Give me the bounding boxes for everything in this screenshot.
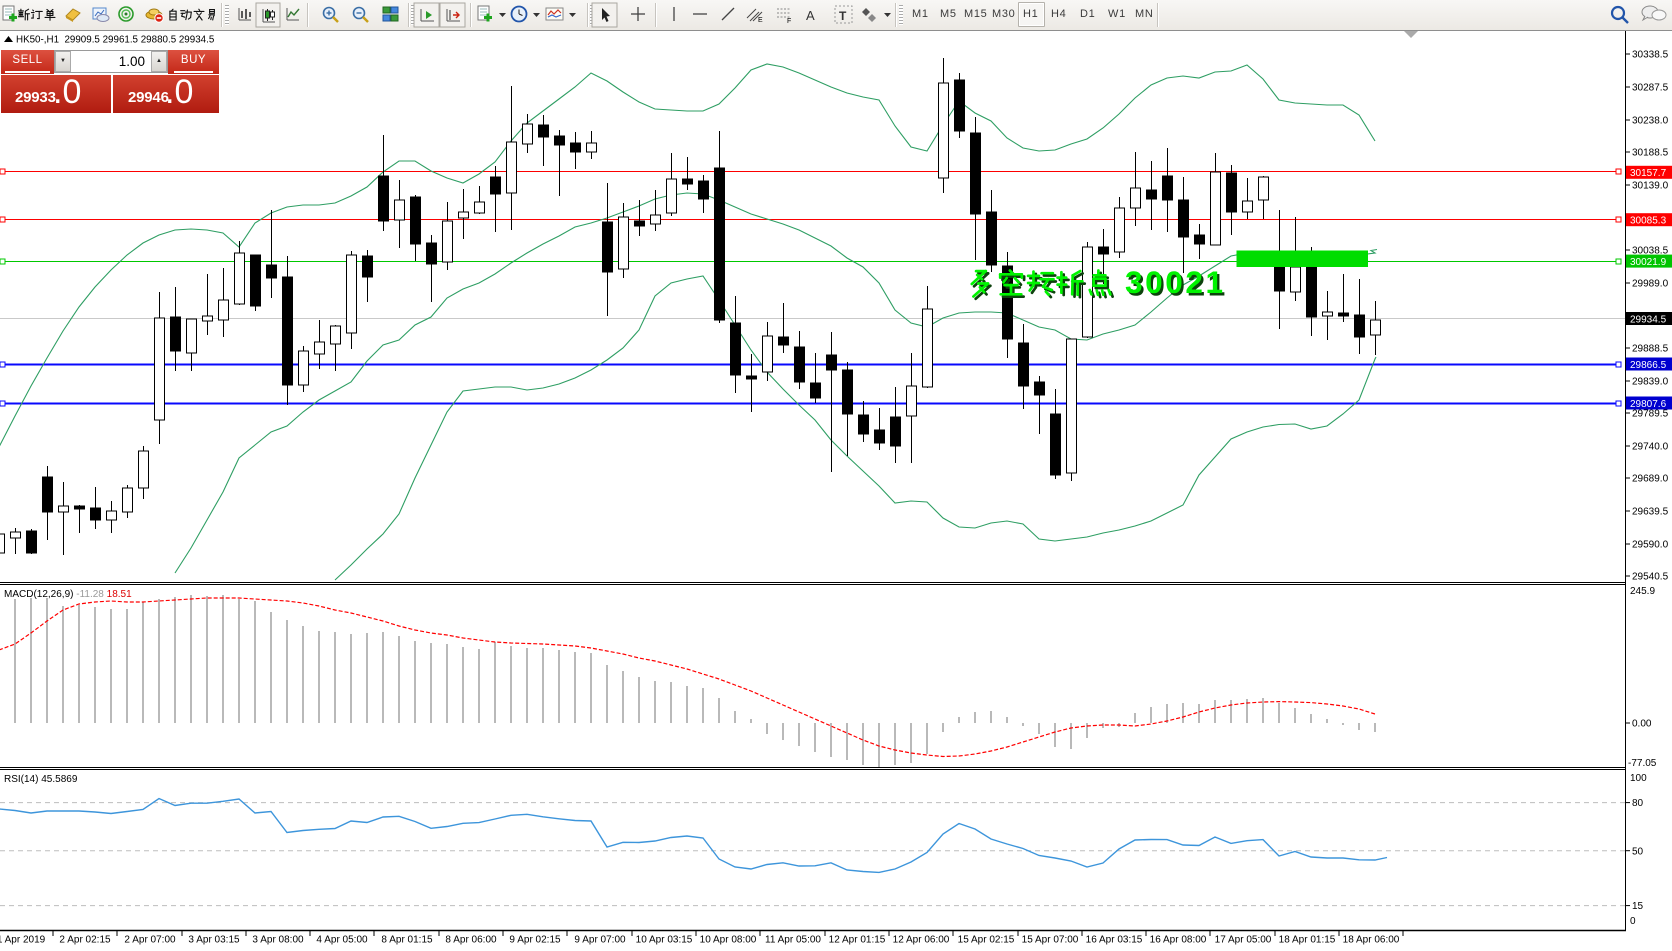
- svg-text:16 Apr 08:00: 16 Apr 08:00: [1150, 935, 1207, 946]
- svg-text:18 Apr 01:15: 18 Apr 01:15: [1279, 935, 1336, 946]
- svg-text:12 Apr 06:00: 12 Apr 06:00: [893, 935, 950, 946]
- svg-text:T: T: [839, 9, 847, 23]
- svg-text:12 Apr 01:15: 12 Apr 01:15: [829, 935, 886, 946]
- svg-text:30188.5: 30188.5: [1632, 148, 1669, 159]
- svg-text:F: F: [787, 18, 791, 25]
- svg-text:29590.0: 29590.0: [1632, 540, 1669, 551]
- svg-text:10 Apr 08:00: 10 Apr 08:00: [700, 935, 757, 946]
- svg-text:2 Apr 02:15: 2 Apr 02:15: [59, 935, 111, 946]
- svg-text:30238.0: 30238.0: [1632, 116, 1669, 127]
- svg-text:29807.6: 29807.6: [1630, 399, 1667, 410]
- svg-text:50: 50: [1632, 846, 1644, 857]
- svg-text:30021: 30021: [1125, 264, 1226, 300]
- svg-text:4 Apr 05:00: 4 Apr 05:00: [316, 935, 368, 946]
- svg-text:15 Apr 02:15: 15 Apr 02:15: [958, 935, 1015, 946]
- svg-text:15 Apr 07:00: 15 Apr 07:00: [1022, 935, 1079, 946]
- svg-text:30338.5: 30338.5: [1632, 50, 1669, 61]
- svg-text:30021: 30021: [1127, 266, 1228, 302]
- svg-text:29839.0: 29839.0: [1632, 377, 1669, 388]
- svg-text:A: A: [806, 8, 815, 23]
- svg-text:2 Apr 07:00: 2 Apr 07:00: [124, 935, 176, 946]
- svg-text:29689.0: 29689.0: [1632, 474, 1669, 485]
- svg-text:11 Apr 05:00: 11 Apr 05:00: [765, 935, 821, 946]
- svg-text:1 Apr 2019: 1 Apr 2019: [0, 935, 46, 946]
- svg-text:8 Apr 01:15: 8 Apr 01:15: [381, 935, 433, 946]
- svg-text:9 Apr 02:15: 9 Apr 02:15: [509, 935, 561, 946]
- svg-text:29934.5: 29934.5: [1630, 314, 1667, 325]
- svg-text:30021.9: 30021.9: [1630, 257, 1667, 268]
- svg-text:10 Apr 03:15: 10 Apr 03:15: [636, 935, 693, 946]
- svg-text:0: 0: [1630, 916, 1636, 927]
- svg-text:30287.5: 30287.5: [1632, 83, 1669, 94]
- svg-text:245.9: 245.9: [1630, 586, 1655, 597]
- svg-text:29789.5: 29789.5: [1632, 409, 1669, 420]
- svg-text:100: 100: [1630, 773, 1647, 784]
- svg-text:29740.0: 29740.0: [1632, 442, 1669, 453]
- svg-text:RSI(14) 45.5869: RSI(14) 45.5869: [4, 774, 78, 785]
- svg-text:29540.5: 29540.5: [1632, 572, 1669, 583]
- svg-text:29639.5: 29639.5: [1632, 507, 1669, 518]
- svg-text:17 Apr 05:00: 17 Apr 05:00: [1215, 935, 1272, 946]
- svg-text:HK50-,H1 29909.5 29961.5 2988: HK50-,H1 29909.5 29961.5 29880.5 29934.5: [16, 35, 215, 46]
- svg-text:-77.05: -77.05: [1628, 758, 1657, 769]
- svg-text:E: E: [758, 17, 763, 24]
- svg-text:29989.0: 29989.0: [1632, 279, 1669, 290]
- svg-text:29866.5: 29866.5: [1630, 360, 1667, 371]
- svg-text:30085.3: 30085.3: [1630, 216, 1667, 227]
- svg-text:30139.0: 30139.0: [1632, 181, 1669, 192]
- svg-text:0.00: 0.00: [1632, 719, 1652, 730]
- svg-text:3 Apr 08:00: 3 Apr 08:00: [252, 935, 304, 946]
- svg-text:30157.7: 30157.7: [1630, 168, 1667, 179]
- svg-text:MACD(12,26,9) -11.28 18.51: MACD(12,26,9) -11.28 18.51: [4, 589, 132, 600]
- svg-text:80: 80: [1632, 798, 1644, 809]
- svg-text:29888.5: 29888.5: [1632, 344, 1669, 355]
- svg-text:3 Apr 03:15: 3 Apr 03:15: [188, 935, 240, 946]
- svg-text:15: 15: [1632, 901, 1644, 912]
- svg-text:8 Apr 06:00: 8 Apr 06:00: [445, 935, 497, 946]
- svg-text:16 Apr 03:15: 16 Apr 03:15: [1086, 935, 1143, 946]
- svg-text:18 Apr 06:00: 18 Apr 06:00: [1343, 935, 1400, 946]
- svg-text:9 Apr 07:00: 9 Apr 07:00: [574, 935, 626, 946]
- svg-text:30038.5: 30038.5: [1632, 246, 1669, 257]
